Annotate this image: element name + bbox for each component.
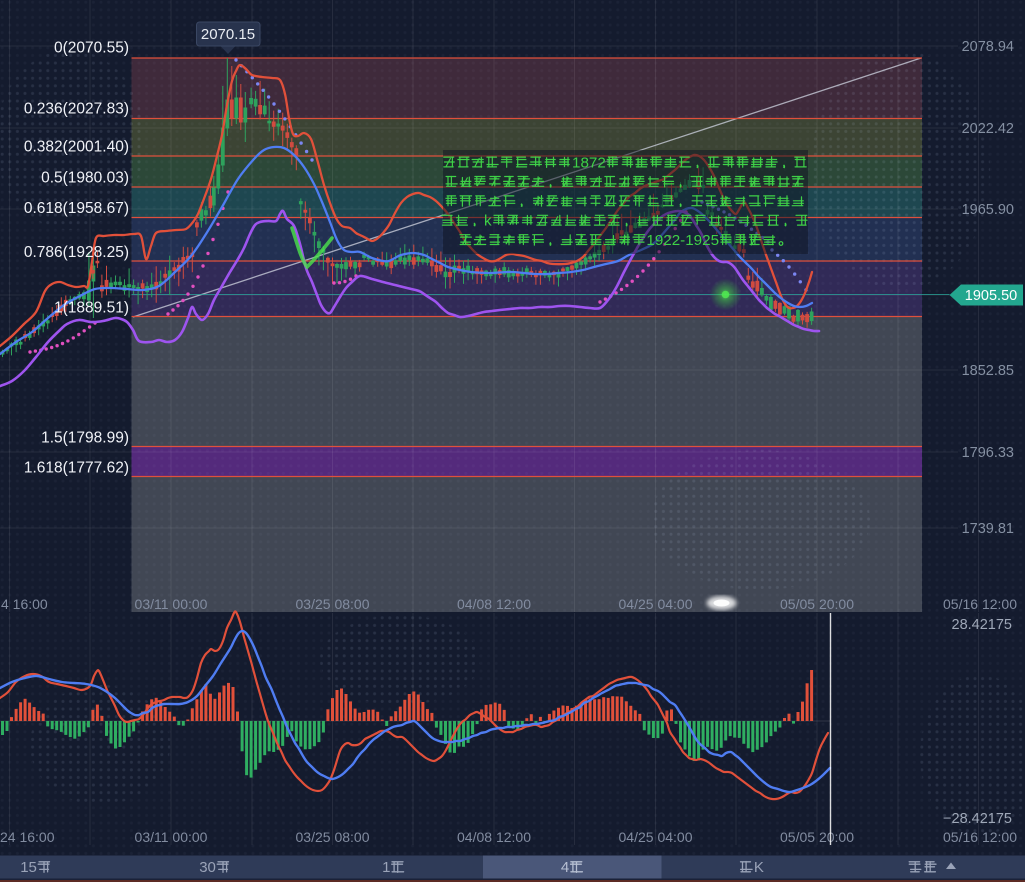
- svg-text:0(2070.55): 0(2070.55): [54, 39, 129, 56]
- svg-text:15: 15: [20, 859, 37, 876]
- svg-text:05/16 12:00: 05/16 12:00: [943, 829, 1017, 845]
- svg-text:05/05 20:00: 05/05 20:00: [780, 596, 854, 612]
- svg-text:03/25 08:00: 03/25 08:00: [296, 829, 370, 845]
- svg-text:1922-1925: 1922-1925: [646, 232, 719, 249]
- svg-text:04/08 12:00: 04/08 12:00: [457, 829, 531, 845]
- svg-text:0.382(2001.40): 0.382(2001.40): [24, 138, 129, 155]
- svg-text:1965.90: 1965.90: [962, 202, 1014, 218]
- svg-text:1796.33: 1796.33: [962, 445, 1014, 461]
- svg-text:1.5(1798.99): 1.5(1798.99): [41, 429, 129, 446]
- svg-text:03/11 00:00: 03/11 00:00: [135, 596, 208, 612]
- svg-text:1905.50: 1905.50: [965, 288, 1017, 304]
- svg-text:24 16:00: 24 16:00: [0, 829, 55, 845]
- svg-text:4 16:00: 4 16:00: [1, 596, 48, 612]
- svg-text:K: K: [754, 859, 764, 876]
- svg-text:4: 4: [561, 859, 569, 876]
- svg-text:2022.42: 2022.42: [962, 121, 1014, 137]
- svg-text:04/25 04:00: 04/25 04:00: [619, 829, 693, 845]
- svg-text:30: 30: [199, 859, 216, 876]
- svg-text:1(1889.51): 1(1889.51): [54, 299, 129, 316]
- svg-text:04/08 12:00: 04/08 12:00: [457, 596, 531, 612]
- svg-text:28.42175: 28.42175: [952, 617, 1012, 633]
- svg-text:2078.94: 2078.94: [962, 39, 1014, 55]
- svg-text:1.618(1777.62): 1.618(1777.62): [24, 459, 129, 476]
- svg-text:1872: 1872: [572, 154, 606, 171]
- svg-text:1739.81: 1739.81: [962, 521, 1014, 537]
- svg-text:0.786(1928.25): 0.786(1928.25): [24, 244, 129, 261]
- svg-text:−28.42175: −28.42175: [943, 811, 1012, 827]
- svg-text:1852.85: 1852.85: [962, 363, 1014, 379]
- svg-text:05/05 20:00: 05/05 20:00: [780, 829, 854, 845]
- svg-text:03/11 00:00: 03/11 00:00: [135, 829, 208, 845]
- svg-text:0.5(1980.03): 0.5(1980.03): [41, 169, 129, 186]
- svg-text:0.618(1958.67): 0.618(1958.67): [24, 200, 129, 217]
- svg-text:04/25 04:00: 04/25 04:00: [619, 596, 693, 612]
- svg-text:k: k: [484, 213, 492, 230]
- svg-text:03/25 08:00: 03/25 08:00: [296, 596, 370, 612]
- svg-text:0.236(2027.83): 0.236(2027.83): [24, 100, 129, 117]
- svg-text:2070.15: 2070.15: [201, 26, 255, 43]
- svg-text:1: 1: [382, 859, 390, 876]
- svg-text:05/16 12:00: 05/16 12:00: [943, 596, 1017, 612]
